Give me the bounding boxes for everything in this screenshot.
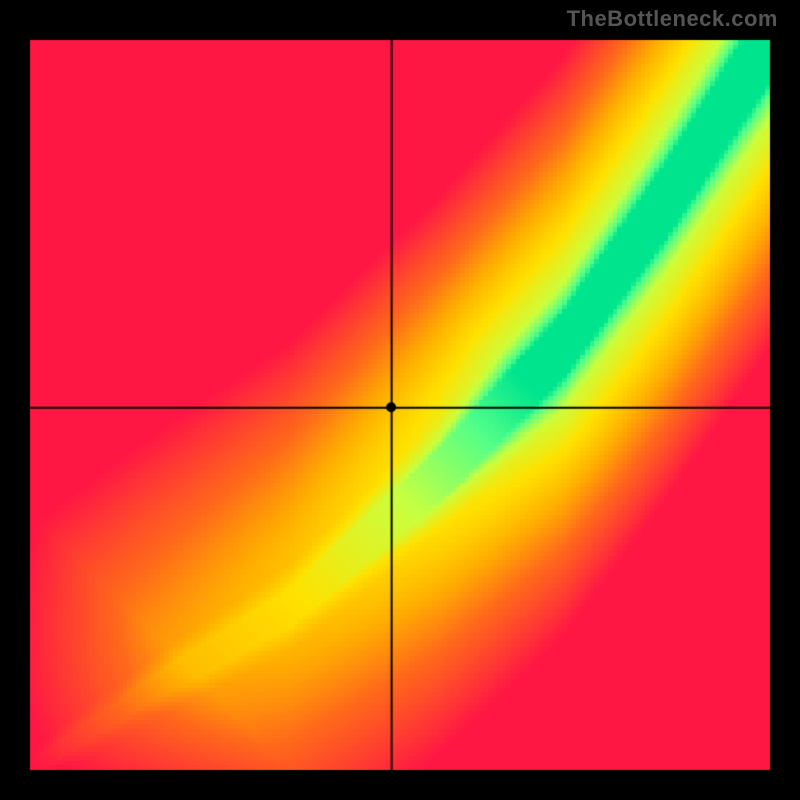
crosshair-overlay — [0, 0, 800, 800]
chart-container: { "watermark": { "text": "TheBottleneck.… — [0, 0, 800, 800]
watermark-text: TheBottleneck.com — [567, 6, 778, 32]
